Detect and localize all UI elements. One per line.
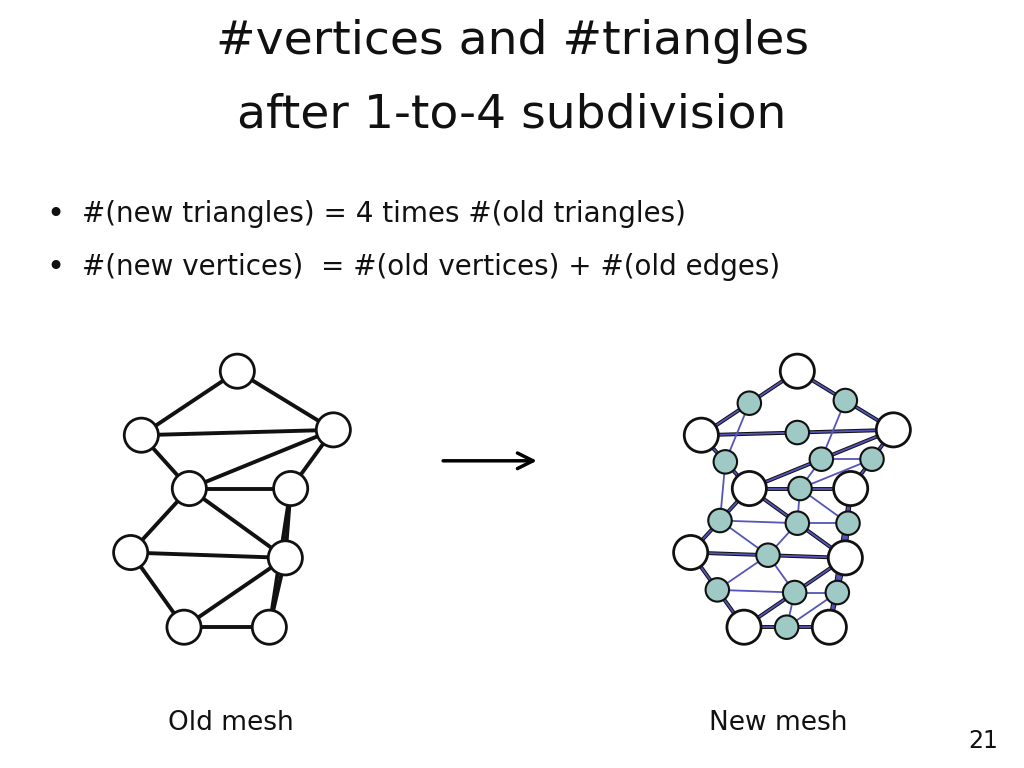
Circle shape <box>834 389 857 412</box>
Text: Old mesh: Old mesh <box>168 710 293 737</box>
Circle shape <box>316 413 350 447</box>
Circle shape <box>812 610 847 644</box>
Circle shape <box>775 615 799 639</box>
Circle shape <box>860 448 884 471</box>
Circle shape <box>706 578 729 601</box>
Text: 21: 21 <box>969 729 998 753</box>
Circle shape <box>172 472 207 505</box>
Text: #vertices and #triangles: #vertices and #triangles <box>215 19 809 65</box>
Circle shape <box>727 610 761 644</box>
Circle shape <box>785 511 809 535</box>
Circle shape <box>684 418 719 452</box>
Circle shape <box>828 541 862 575</box>
Circle shape <box>780 354 814 389</box>
Text: after 1-to-4 subdivision: after 1-to-4 subdivision <box>238 92 786 137</box>
Circle shape <box>732 472 766 505</box>
Circle shape <box>714 450 737 474</box>
Circle shape <box>785 421 809 444</box>
Circle shape <box>783 581 807 604</box>
Circle shape <box>825 581 849 604</box>
Circle shape <box>834 472 867 505</box>
Circle shape <box>167 610 201 644</box>
Circle shape <box>124 418 159 452</box>
Circle shape <box>114 535 147 570</box>
Text: New mesh: New mesh <box>709 710 848 737</box>
Circle shape <box>828 546 852 570</box>
Circle shape <box>252 610 287 644</box>
Circle shape <box>757 544 779 567</box>
Circle shape <box>877 413 910 447</box>
Circle shape <box>674 535 708 570</box>
Text: •: • <box>46 253 65 283</box>
Circle shape <box>220 354 254 389</box>
Circle shape <box>268 541 302 575</box>
Circle shape <box>273 472 308 505</box>
Circle shape <box>837 511 860 535</box>
Circle shape <box>788 477 812 500</box>
Text: •: • <box>46 200 65 229</box>
Text: #(new vertices)  = #(old vertices) + #(old edges): #(new vertices) = #(old vertices) + #(ol… <box>82 253 780 281</box>
Text: #(new triangles) = 4 times #(old triangles): #(new triangles) = 4 times #(old triangl… <box>82 200 686 227</box>
Circle shape <box>810 448 834 471</box>
Circle shape <box>709 509 732 532</box>
Circle shape <box>737 392 761 415</box>
